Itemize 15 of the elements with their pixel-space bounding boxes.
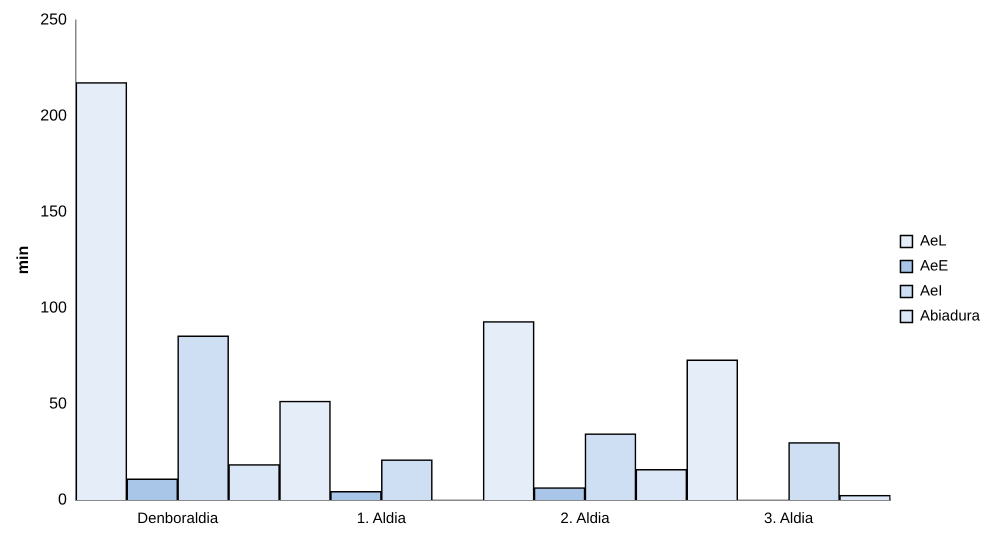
y-tick-label: 50: [49, 395, 67, 412]
legend-label: AeL: [920, 232, 947, 250]
legend-label: AeE: [920, 258, 948, 275]
y-tick-label: 250: [40, 11, 67, 28]
y-tick-label: 200: [40, 107, 67, 124]
x-tick-label: 1. Aldia: [356, 510, 407, 528]
legend-label: Abiadura: [920, 308, 981, 325]
y-axis-title: min: [15, 246, 32, 274]
y-tick-label: 150: [40, 203, 67, 220]
x-tick-label: Denboraldia: [137, 510, 219, 528]
y-tick-label: 100: [40, 299, 67, 316]
x-tick-label: 2. Aldia: [560, 510, 610, 528]
y-tick-label: 0: [58, 491, 67, 508]
legend-label: AeI: [920, 282, 942, 300]
x-tick-label: 3. Aldia: [764, 510, 814, 528]
